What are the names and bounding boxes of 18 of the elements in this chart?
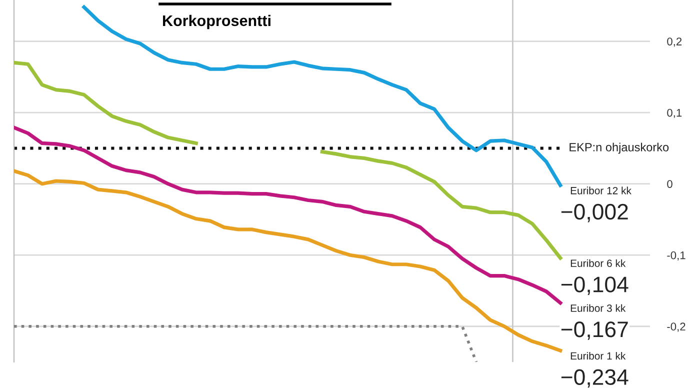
y-tick-label: 0 <box>667 180 672 188</box>
data-label: −0,104 <box>561 276 628 295</box>
line-series <box>14 169 562 352</box>
data-label: −0,234 <box>561 369 628 388</box>
line-series <box>14 126 562 305</box>
y-tick-label: -0,2 <box>667 322 686 332</box>
y-tick-label: 0,1 <box>667 108 682 118</box>
ref-line-label: EKP:n ohjauskorko <box>570 142 669 154</box>
data-label: −0,167 <box>561 321 628 340</box>
series-label: Euribor 3 kk <box>570 304 626 312</box>
series-label: Euribor 6 kk <box>570 259 626 267</box>
y-tick-label: -0,1 <box>667 251 686 261</box>
line-series <box>82 5 562 188</box>
series-label: Euribor 1 kk <box>570 352 626 360</box>
series-label: Euribor 12 kk <box>570 186 632 194</box>
data-label: −0,002 <box>561 204 628 222</box>
text: Korkoprosentti <box>163 14 270 30</box>
y-tick-label: 0,2 <box>667 38 682 47</box>
